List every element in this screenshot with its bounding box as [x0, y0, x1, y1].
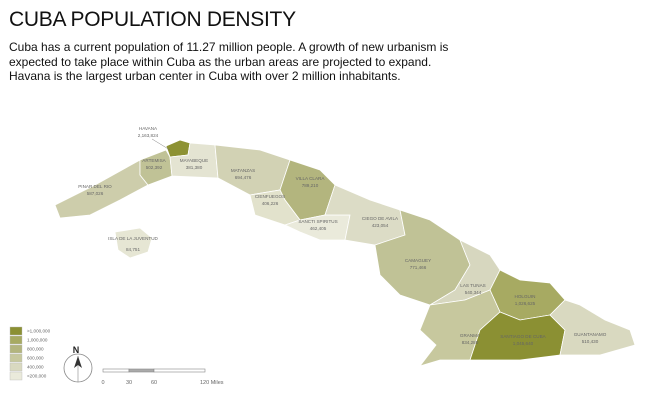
province-name: VILLA CLARA: [296, 176, 326, 181]
description-line: Havana is the largest urban center in Cu…: [9, 69, 401, 83]
province-name: PINAR DEL RIO: [78, 184, 112, 189]
legend-swatch: [9, 353, 23, 363]
leader-line: [151, 138, 171, 151]
compass-arrow: [74, 356, 82, 368]
province-name: CAMAGUEY: [405, 258, 431, 263]
province-population: 694,476: [235, 175, 252, 180]
legend-label: <200,000: [27, 374, 47, 379]
scale-segment: [102, 368, 130, 373]
scale-label: 120 Miles: [200, 380, 224, 386]
province-labels: PINAR DEL RIO 587,026 ARTEMISA 502,392 H…: [78, 126, 606, 346]
legend-swatch: [9, 335, 23, 345]
legend-swatch: [9, 326, 23, 336]
province-name: CIENFUEGOS: [255, 194, 285, 199]
province-population: 462,405: [310, 226, 327, 231]
north-label: N: [73, 345, 80, 355]
legend-label: 600,000: [27, 356, 44, 361]
province-population: 587,026: [87, 191, 104, 196]
province-population: 510,430: [582, 339, 599, 344]
north-arrow: N: [63, 345, 93, 383]
description-line: expected to take place within Cuba as th…: [9, 54, 432, 69]
province-population: 834,280: [462, 340, 479, 345]
province-name: HAVANA: [139, 126, 158, 131]
scale-label: 60: [151, 380, 157, 386]
legend-label: >1,000,000: [27, 329, 51, 334]
province-name: HOLGUIN: [515, 294, 536, 299]
province-population: 381,380: [186, 165, 203, 170]
provinces: [54, 139, 636, 367]
province-shape: [165, 139, 191, 158]
province-population: 406,226: [262, 201, 279, 206]
province-population: 1,026,625: [515, 301, 536, 306]
province-population: 1,045,640: [513, 341, 534, 346]
province-name: SANCTI SPIRITUS: [298, 219, 337, 224]
province-population: 423,054: [372, 223, 389, 228]
province-shape: [549, 299, 636, 356]
province-name: MAYABEQUE: [180, 158, 208, 163]
province-population: 84,751: [126, 247, 140, 252]
legend-label: 800,000: [27, 347, 44, 352]
scale-label: 0: [101, 380, 104, 386]
province-shape: [54, 159, 149, 219]
province-name: GRANMA: [460, 333, 481, 338]
legend-swatch: [9, 344, 23, 354]
province-population: 789,210: [302, 183, 319, 188]
province-name: ISLA DE LA JUVENTUD: [108, 236, 158, 241]
province-population: 540,344: [465, 290, 482, 295]
description-line: Cuba has a current population of 11.27 m…: [9, 40, 449, 54]
province-population: 502,392: [146, 165, 163, 170]
province-name: MATANZAS: [231, 168, 255, 173]
legend-label: 1,000,000: [27, 338, 48, 343]
scale-label: 30: [126, 380, 132, 386]
legend: >1,000,000 1,000,000 800,000 600,000 400,000…: [9, 326, 51, 381]
title: CUBA POPULATION DENSITY: [9, 8, 296, 31]
province-name: LAS TUNAS: [460, 283, 485, 288]
province-name: CIEGO DE AVILA: [362, 216, 399, 221]
legend-label: 400,000: [27, 365, 44, 370]
province-shape: [114, 227, 153, 259]
province-name: GUANTANAMO: [574, 332, 607, 337]
scale-segment: [128, 368, 155, 373]
province-population: 771,466: [410, 265, 427, 270]
legend-swatch: [9, 362, 23, 372]
scale-segment: [153, 368, 206, 373]
province-population: 2,163,824: [138, 133, 159, 138]
province-name: ARTEMISA: [142, 158, 166, 163]
legend-swatch: [9, 371, 23, 381]
description: Cuba has a current population of 11.27 m…: [9, 40, 448, 84]
province-name: SANTIAGO DE CUBA: [500, 334, 546, 339]
scale-bar: 0 30 60 120 Miles: [101, 368, 224, 386]
